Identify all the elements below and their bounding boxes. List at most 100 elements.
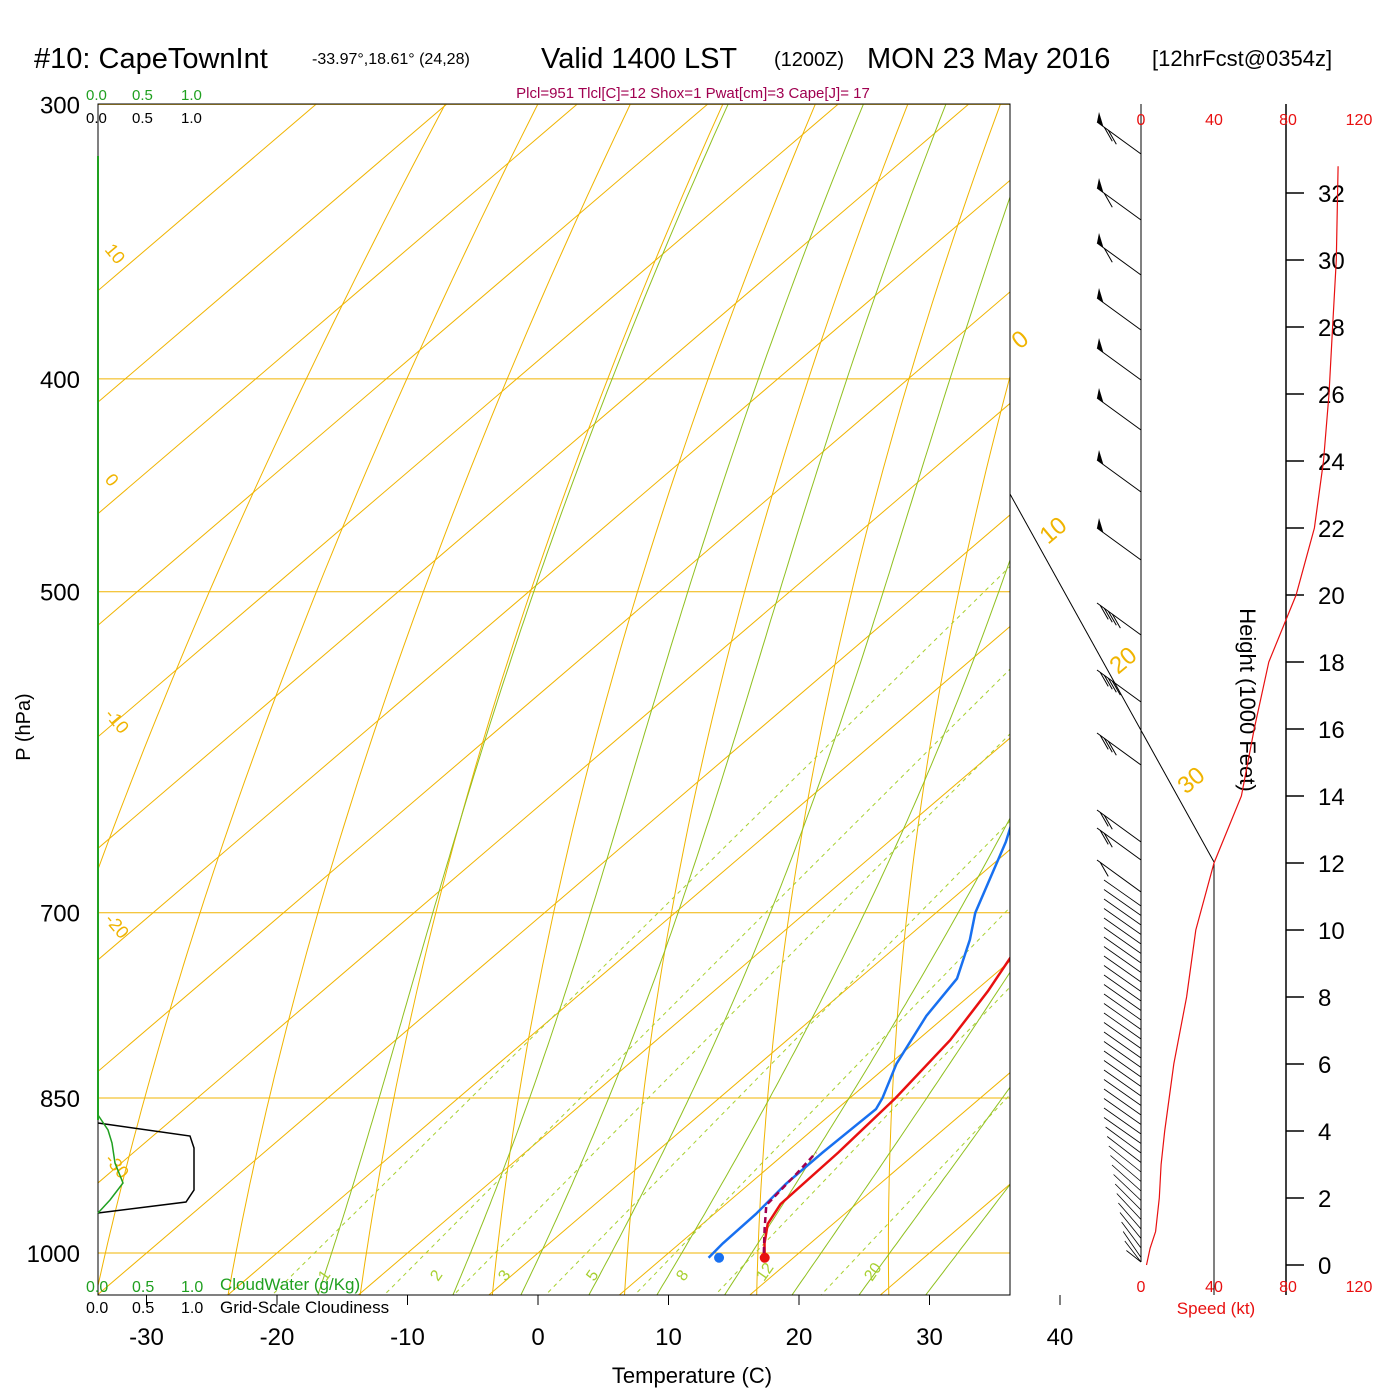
- pressure-tick-5: 850: [40, 1086, 80, 1113]
- barb-feather-0-1: [1107, 129, 1117, 145]
- height-tick-9: 18: [1318, 650, 1345, 677]
- isotherm-label-right-0: 0: [1007, 325, 1035, 354]
- barb-pennant-7-0: [1097, 518, 1104, 533]
- height-tick-5: 10: [1318, 918, 1345, 945]
- x-tick-3: 0: [531, 1324, 544, 1351]
- mixing-ratio-label-3: 5: [583, 1267, 602, 1284]
- indices-line: Plcl=951 Tlcl[C]=12 Shox=1 Pwat[cm]=3 Ca…: [516, 85, 870, 102]
- isotherm-30: [879, 1183, 1010, 1295]
- isotherm-label-left-3: -20: [101, 910, 133, 943]
- dry-adiabat-300: [887, 374, 1010, 1295]
- low-level-barb-0: [1103, 879, 1142, 907]
- low-level-barb-9: [1103, 965, 1142, 992]
- height-tick-13: 26: [1318, 382, 1345, 409]
- cloudiness-label: Grid-Scale Cloudiness: [220, 1298, 389, 1317]
- x-tick-6: 30: [916, 1324, 943, 1351]
- wind-barb-9: [1096, 669, 1142, 703]
- dewpoint-profile: [707, 824, 1010, 1259]
- isotherm--20: [227, 625, 1010, 1295]
- barb-feather-11-1: [1103, 815, 1113, 830]
- barb-staff-12: [1096, 827, 1142, 861]
- barb-staff-5: [1096, 397, 1142, 431]
- zulu-time: (1200Z): [774, 49, 844, 71]
- moist-adiabat-8: [925, 1183, 1010, 1295]
- barb-staff-7: [1096, 527, 1142, 561]
- parcel-path: [762, 1151, 818, 1254]
- speed-axis-title: Speed (kt): [1177, 1299, 1255, 1318]
- cloud-scale-top: 0.0 0.5 1.0 0.0 0.5 1.0: [86, 87, 202, 127]
- wind-barbs: [1096, 112, 1142, 1263]
- low-level-barb-4: [1103, 917, 1142, 945]
- low-level-barb-17: [1103, 1041, 1142, 1068]
- x-tick-1: -20: [260, 1324, 295, 1351]
- wind-speed-profile: [1145, 166, 1339, 1266]
- isotherm-label-left-2: -10: [101, 705, 133, 738]
- low-level-barb-36: [1121, 1221, 1142, 1249]
- moist-adiabat-3: [588, 195, 1010, 1295]
- pressure-tick-6: 1000: [27, 1241, 80, 1268]
- height-tick-16: 32: [1318, 181, 1345, 208]
- cloudwater-scale-0: 0.0: [86, 87, 107, 104]
- mixing-ratio-20: [820, 1093, 1010, 1295]
- wind-barb-2: [1096, 233, 1142, 276]
- wind-panel: [1009, 104, 1287, 1295]
- pressure-tick-3: 500: [40, 580, 80, 607]
- skewt-grid: [98, 0, 1258, 1344]
- cloud-scale-bottom: 0.0 0.5 1.0 CloudWater (g/Kg) 0.0 0.5 1.…: [86, 1275, 389, 1317]
- low-level-barb-24: [1103, 1107, 1142, 1135]
- cloudwater-scale-2: 1.0: [181, 87, 202, 104]
- cloudiness-scale-1: 0.5: [132, 110, 153, 127]
- dry-adiabat-310: [1017, 0, 1258, 1344]
- cloudwater-scale-1: 0.5: [132, 87, 153, 104]
- barb-pennant-0-0: [1097, 112, 1104, 127]
- moist-adiabat-1: [452, 104, 865, 1295]
- moist-adiabat-7: [858, 1086, 1010, 1295]
- low-level-barb-16: [1103, 1031, 1142, 1059]
- moist-adiabat-5: [723, 817, 1010, 1295]
- height-tick-15: 30: [1318, 248, 1345, 275]
- low-level-barb-37: [1122, 1231, 1142, 1258]
- surface-dewpoint-dot: [714, 1252, 725, 1263]
- height-tick-7: 14: [1318, 784, 1345, 811]
- wind-barb-13: [1096, 859, 1142, 893]
- barb-feather-13-0: [1099, 862, 1109, 877]
- isotherm-label-left-0: 10: [101, 240, 129, 268]
- height-tick-4: 8: [1318, 985, 1331, 1012]
- cloudiness-scale-b2: 1.0: [181, 1300, 203, 1317]
- height-tick-8: 16: [1318, 717, 1345, 744]
- barb-feather-9-0: [1099, 672, 1109, 687]
- low-level-barb-10: [1103, 974, 1142, 1002]
- barb-feather-10-2: [1107, 740, 1117, 756]
- barb-feather-9-3: [1111, 680, 1121, 696]
- dry-adiabat-270: [491, 104, 816, 1295]
- barb-pennant-6-0: [1097, 450, 1104, 465]
- mixing-ratio-label-4: 8: [673, 1267, 692, 1284]
- barb-feather-9-1: [1103, 675, 1113, 690]
- barb-pennant-3-0: [1097, 288, 1104, 303]
- height-tick-11: 22: [1318, 516, 1345, 543]
- wind-barb-8: [1096, 602, 1142, 636]
- mixing-ratio-label-2: 3: [495, 1267, 514, 1284]
- speed-tick-bottom-3: 120: [1346, 1279, 1373, 1296]
- low-level-barb-15: [1103, 1022, 1142, 1049]
- height-tick-14: 28: [1318, 315, 1345, 342]
- barb-staff-10: [1096, 732, 1142, 766]
- low-level-barb-18: [1103, 1050, 1142, 1078]
- moist-adiabat-2: [520, 104, 947, 1295]
- isotherm-label-right-1: 10: [1035, 512, 1073, 550]
- moist-adiabat-0: [317, 104, 729, 1295]
- isotherm--50: [98, 291, 1010, 1073]
- barb-staff-8: [1096, 602, 1142, 636]
- height-tick-0: 0: [1318, 1253, 1331, 1280]
- pressure-tick-2: 400: [40, 367, 80, 394]
- mixing-ratio-1: [271, 565, 1010, 1295]
- low-level-barb-8: [1103, 955, 1142, 983]
- mixing-ratio-label-1: 2: [427, 1267, 446, 1284]
- barb-feather-0-0: [1103, 127, 1113, 142]
- wind-barb-6: [1096, 450, 1142, 493]
- low-level-barb-12: [1103, 993, 1142, 1021]
- station-title: #10: CapeTownInt: [34, 43, 268, 75]
- height-tick-10: 20: [1318, 583, 1345, 610]
- dry-adiabat-290: [756, 104, 1001, 1295]
